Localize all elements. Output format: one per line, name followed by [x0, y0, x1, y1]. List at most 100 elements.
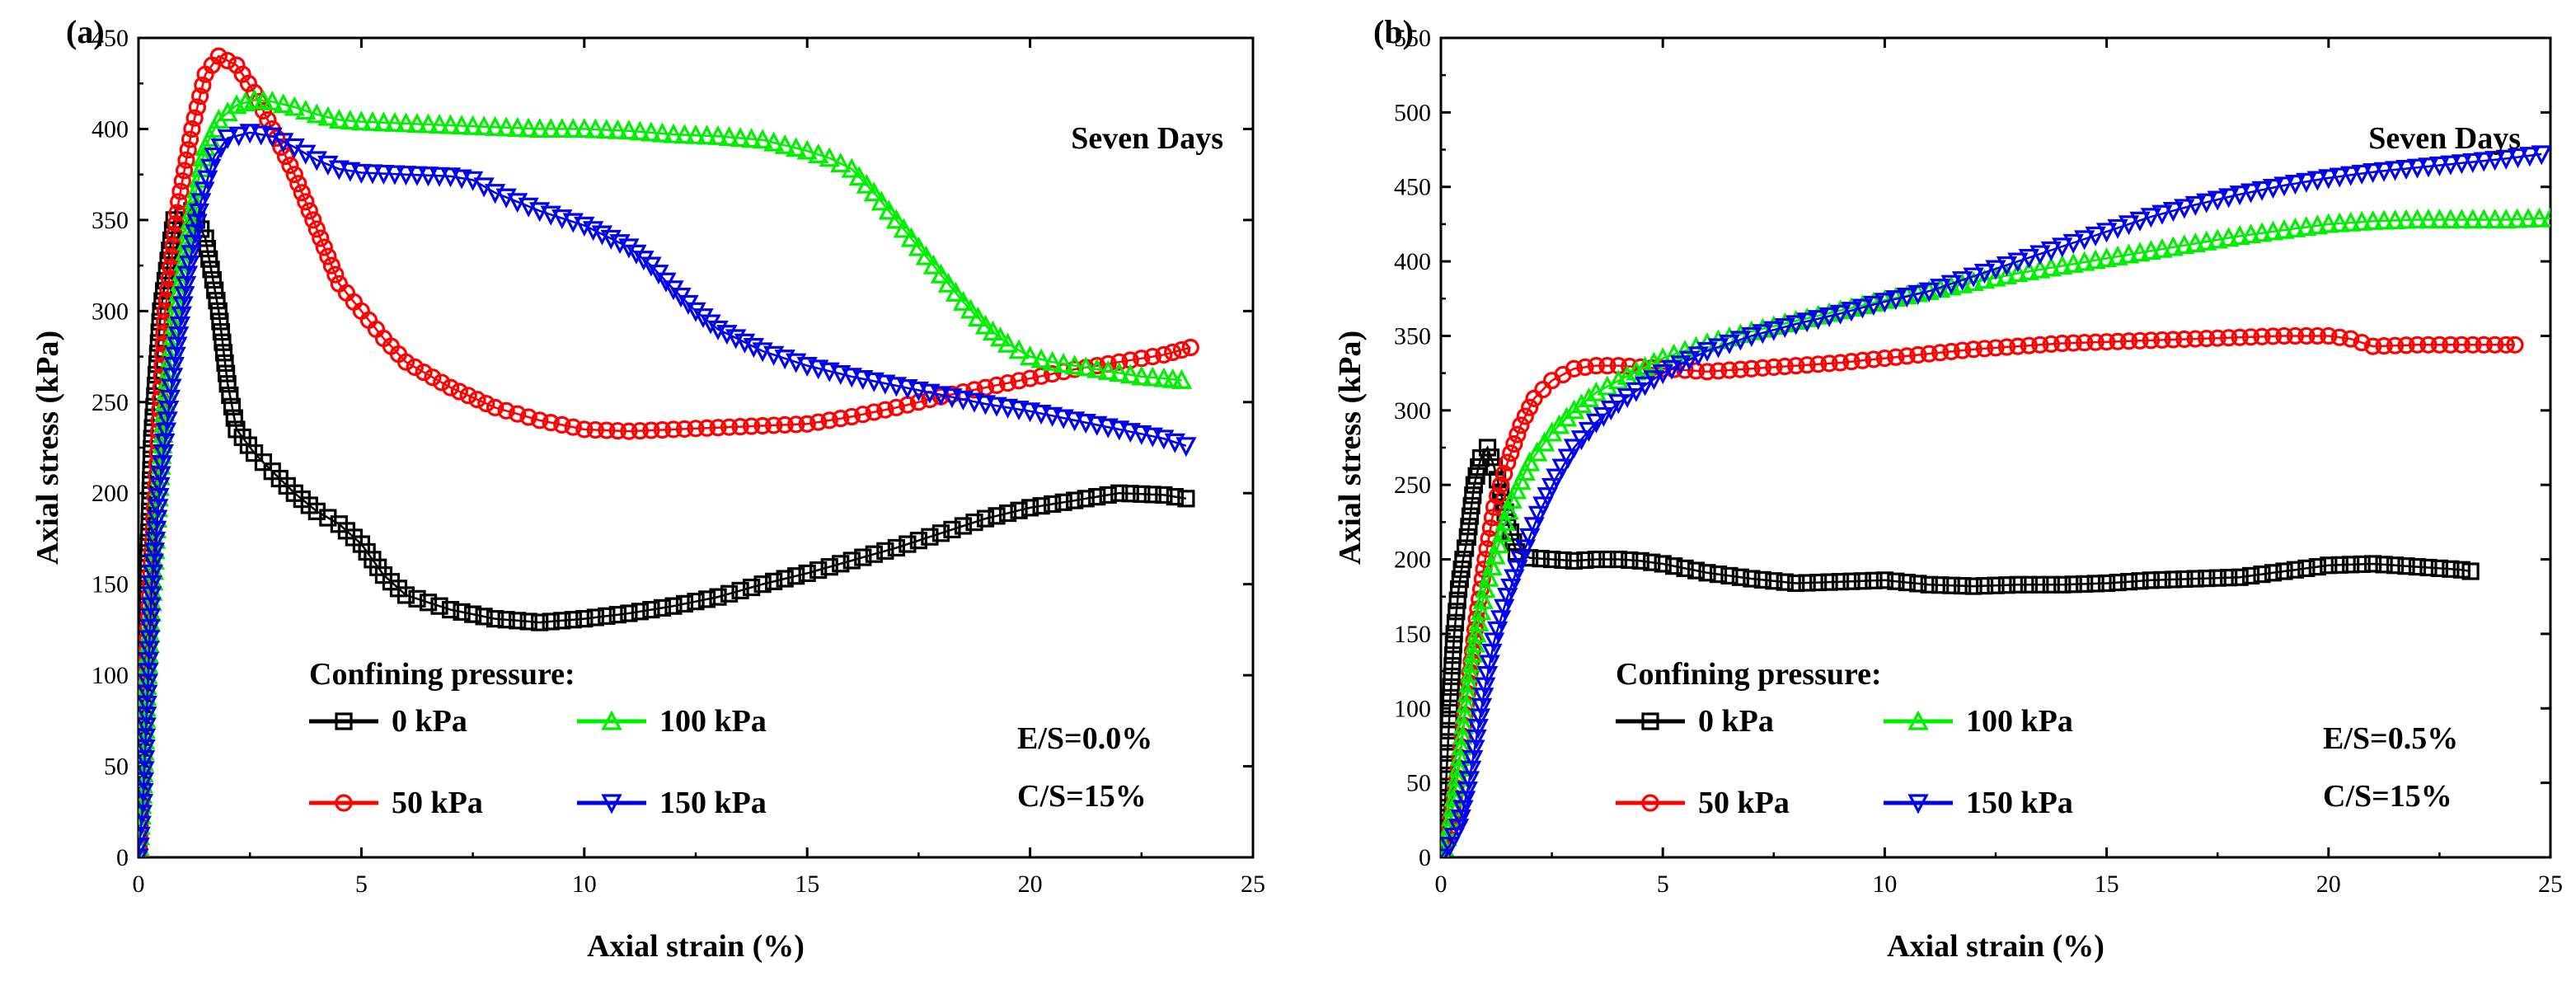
data-point: [1963, 267, 1984, 288]
data-point: [2286, 561, 2305, 579]
data-point: [183, 120, 201, 138]
data-point: [1456, 692, 1477, 713]
legend-marker: [601, 794, 622, 814]
data-point: [1464, 632, 1485, 653]
data-point: [1501, 488, 1523, 509]
data-point: [1587, 550, 1606, 569]
data-point: [700, 314, 721, 335]
data-point: [626, 244, 647, 265]
data-point: [575, 420, 594, 439]
data-point: [1481, 556, 1503, 576]
data-point: [952, 390, 974, 411]
data-point: [730, 127, 751, 148]
legend-item-0-kpa: 0 kPa: [309, 704, 467, 739]
data-point: [239, 124, 260, 144]
data-point: [170, 193, 188, 211]
data-point: [1155, 486, 1173, 505]
data-point: [138, 651, 160, 672]
data-point: [919, 383, 941, 404]
data-point: [819, 147, 840, 167]
data-point: [976, 509, 995, 528]
data-point: [181, 130, 199, 148]
data-point: [2485, 151, 2506, 171]
x-axis-title: Axial strain (%): [1887, 929, 2104, 964]
data-point: [776, 570, 794, 588]
data-point: [598, 421, 616, 439]
data-point: [2306, 171, 2328, 191]
data-point: [1865, 571, 1883, 589]
data-point: [731, 581, 749, 599]
data-point: [1448, 603, 1466, 621]
data-point: [2296, 172, 2317, 193]
data-point: [2461, 562, 2480, 580]
data-point: [586, 420, 604, 439]
data-point: [1942, 576, 1960, 594]
data-point: [1776, 573, 1794, 591]
data-point: [2053, 575, 2072, 594]
data-point: [2140, 240, 2162, 260]
data-point: [192, 146, 214, 167]
data-point: [138, 663, 159, 683]
data-point: [2142, 571, 2161, 589]
data-point: [2064, 575, 2082, 594]
data-point: [2262, 220, 2284, 241]
data-point: [1831, 354, 1850, 372]
data-point: [2118, 243, 2140, 264]
data-point: [139, 608, 162, 628]
x-tick-label: 20: [1018, 871, 1043, 898]
data-point: [285, 166, 303, 184]
data-point: [1066, 491, 1084, 509]
data-point: [1099, 486, 1117, 505]
es-ratio-label: E/S=0.0%: [1017, 721, 1152, 756]
data-point: [1920, 345, 1938, 363]
data-point: [1478, 566, 1499, 587]
data-point: [1942, 342, 1960, 361]
data-point: [618, 120, 640, 140]
data-point: [2151, 204, 2173, 225]
data-point: [609, 234, 631, 255]
data-point: [1607, 394, 1630, 415]
y-tick-label: 500: [1394, 99, 1431, 126]
data-point: [317, 106, 339, 126]
data-point: [707, 320, 729, 340]
data-point: [2131, 572, 2149, 590]
data-point: [608, 606, 626, 624]
data-point: [2119, 332, 2138, 350]
data-point: [2273, 218, 2295, 239]
data-point: [1635, 355, 1656, 377]
data-point: [1807, 310, 1829, 331]
data-point: [598, 607, 616, 625]
data-point: [899, 535, 917, 553]
data-point: [218, 52, 237, 70]
y-tick-label: 0: [1419, 844, 1431, 871]
data-point: [553, 415, 571, 434]
x-tick-label: 20: [2316, 871, 2341, 898]
data-point: [1441, 688, 1460, 706]
x-tick-label: 10: [1872, 871, 1897, 898]
data-point: [2042, 335, 2060, 353]
data-point: [1133, 485, 1151, 503]
y-tick-label: 250: [91, 389, 129, 416]
data-point: [1053, 352, 1074, 373]
data-point: [1985, 260, 2006, 280]
data-point: [168, 204, 186, 222]
data-point: [1600, 401, 1622, 421]
legend-marker: [601, 710, 622, 730]
data-point: [1512, 416, 1530, 434]
data-point: [2284, 175, 2306, 195]
data-point: [1887, 572, 1905, 590]
legend-item-100-kpa: 100 kPa: [577, 704, 767, 739]
data-point: [1498, 500, 1519, 520]
data-point: [574, 216, 595, 237]
data-point: [945, 281, 967, 302]
data-point: [1829, 304, 1851, 325]
data-point: [642, 421, 660, 439]
data-point: [720, 584, 739, 603]
data-point: [2164, 570, 2182, 589]
data-point: [176, 230, 198, 251]
data-point: [631, 603, 650, 621]
data-point: [1030, 348, 1052, 368]
data-point: [138, 815, 152, 836]
data-point: [1831, 573, 1850, 591]
data-point: [1598, 550, 1616, 569]
